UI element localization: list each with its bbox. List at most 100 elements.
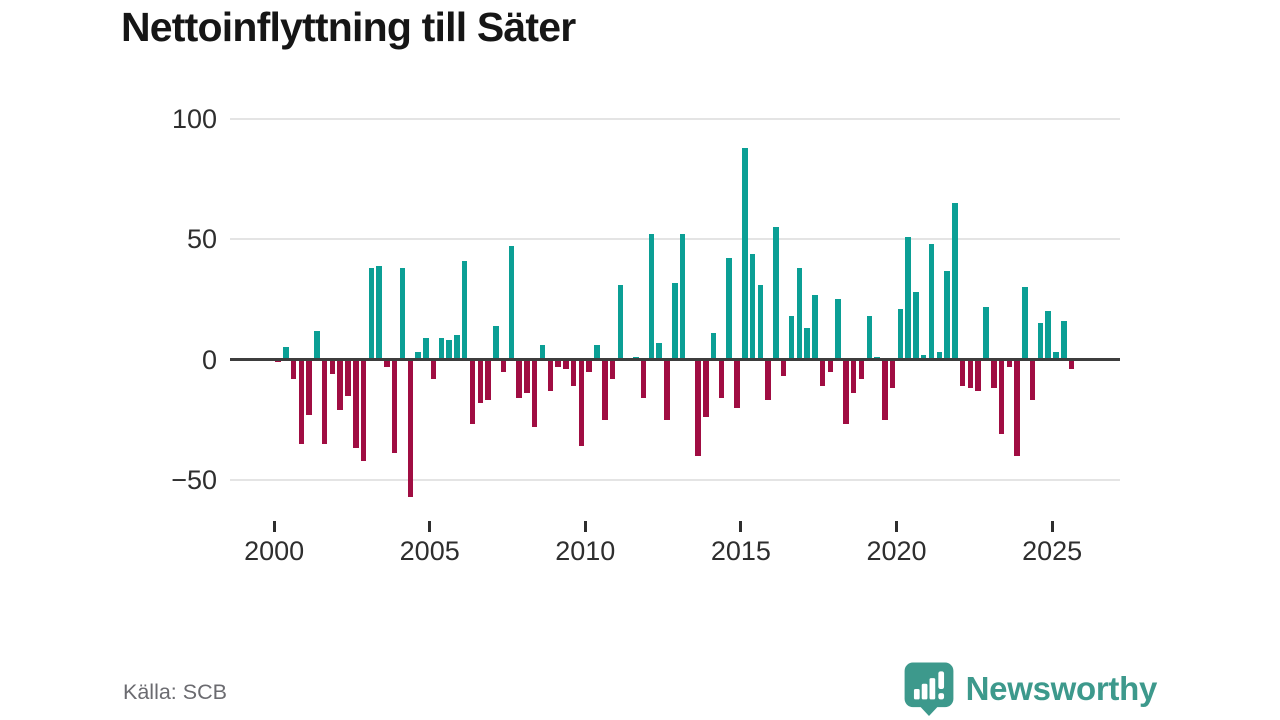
x-axis-tick xyxy=(428,521,432,532)
bar xyxy=(679,234,686,360)
bar xyxy=(710,333,717,360)
y-axis-label: 100 xyxy=(171,104,217,134)
bar xyxy=(1045,311,1051,360)
x-axis-label: 2020 xyxy=(866,536,927,566)
bar xyxy=(283,347,289,360)
bar xyxy=(749,253,756,360)
x-axis-tick xyxy=(583,521,587,532)
bar xyxy=(1029,359,1036,401)
bar xyxy=(555,359,561,367)
newsworthy-wordmark: Newsworthy xyxy=(965,670,1158,707)
bar xyxy=(329,359,336,374)
bar xyxy=(656,342,662,360)
bar xyxy=(594,345,600,360)
bar xyxy=(578,359,585,447)
bar xyxy=(897,308,904,360)
bar xyxy=(765,359,771,401)
bar xyxy=(773,227,779,360)
y-axis-label: −50 xyxy=(171,464,217,495)
bar xyxy=(438,337,445,360)
bar xyxy=(1053,352,1059,360)
bar xyxy=(602,359,608,420)
x-axis-tick xyxy=(895,521,898,532)
plot-area: 100 50 0 −50 2000 2005 2010 2015 2020 2025 xyxy=(171,104,1120,566)
bar xyxy=(952,203,958,360)
bar xyxy=(757,284,764,360)
bar xyxy=(415,352,421,360)
bar xyxy=(493,325,499,360)
bar xyxy=(983,306,989,360)
newsworthy-logo: Newsworthy xyxy=(904,662,1157,716)
bar xyxy=(827,359,834,372)
x-axis-line xyxy=(230,358,1120,361)
bar xyxy=(718,359,725,398)
bar xyxy=(399,268,406,360)
bar xyxy=(430,359,437,379)
bar xyxy=(734,359,740,408)
bar xyxy=(391,359,398,454)
bar xyxy=(290,359,297,379)
bar xyxy=(1037,323,1044,360)
bar xyxy=(586,359,592,372)
bar xyxy=(360,359,367,461)
bar xyxy=(547,359,554,391)
bar xyxy=(368,268,375,360)
bar xyxy=(695,359,701,456)
bar xyxy=(423,337,429,360)
bar xyxy=(742,147,748,360)
bar xyxy=(477,359,484,403)
x-axis-tick xyxy=(272,521,276,532)
bar xyxy=(337,359,343,410)
gridline-100 xyxy=(230,118,1120,120)
bar xyxy=(1022,287,1028,360)
bar xyxy=(306,359,312,415)
bar xyxy=(991,359,997,389)
x-axis-tick xyxy=(1050,521,1054,532)
newsworthy-badge-icon xyxy=(904,662,954,716)
bar xyxy=(563,359,569,370)
bar xyxy=(461,260,468,360)
bar xyxy=(640,359,647,398)
bar xyxy=(1006,359,1013,367)
bar xyxy=(516,359,522,398)
bar xyxy=(703,359,709,418)
y-axis-label: 0 xyxy=(201,344,217,375)
bar xyxy=(944,270,950,360)
bar xyxy=(920,354,927,360)
bar xyxy=(384,359,390,367)
bar xyxy=(975,359,981,391)
bar xyxy=(905,236,911,360)
bar xyxy=(314,330,320,360)
bar xyxy=(959,359,966,386)
bar xyxy=(835,299,841,360)
x-axis-tick xyxy=(739,521,743,532)
bar xyxy=(345,359,351,396)
bar xyxy=(648,234,655,360)
bar xyxy=(967,359,974,389)
bar xyxy=(788,316,795,360)
bar xyxy=(866,316,873,360)
bar xyxy=(928,244,935,360)
bar xyxy=(726,258,732,360)
bar xyxy=(796,268,802,360)
chart-title: Nettoinflyttning till Säter xyxy=(121,4,576,50)
bar xyxy=(298,359,305,444)
x-axis-label: 2025 xyxy=(1022,536,1083,566)
bar xyxy=(1061,321,1067,360)
gridline--50 xyxy=(230,478,1120,481)
bar xyxy=(617,284,624,360)
bar xyxy=(780,359,787,377)
bar xyxy=(850,359,857,394)
bar xyxy=(500,359,507,372)
source-label: Källa: SCB xyxy=(123,680,227,704)
bar xyxy=(889,359,896,389)
bar xyxy=(485,359,491,401)
x-axis-label: 2010 xyxy=(555,536,616,566)
bar xyxy=(407,359,413,497)
bar xyxy=(936,352,943,360)
bar xyxy=(539,345,546,360)
bar xyxy=(804,328,810,360)
x-axis-label: 2000 xyxy=(244,536,305,566)
bar xyxy=(858,359,865,379)
